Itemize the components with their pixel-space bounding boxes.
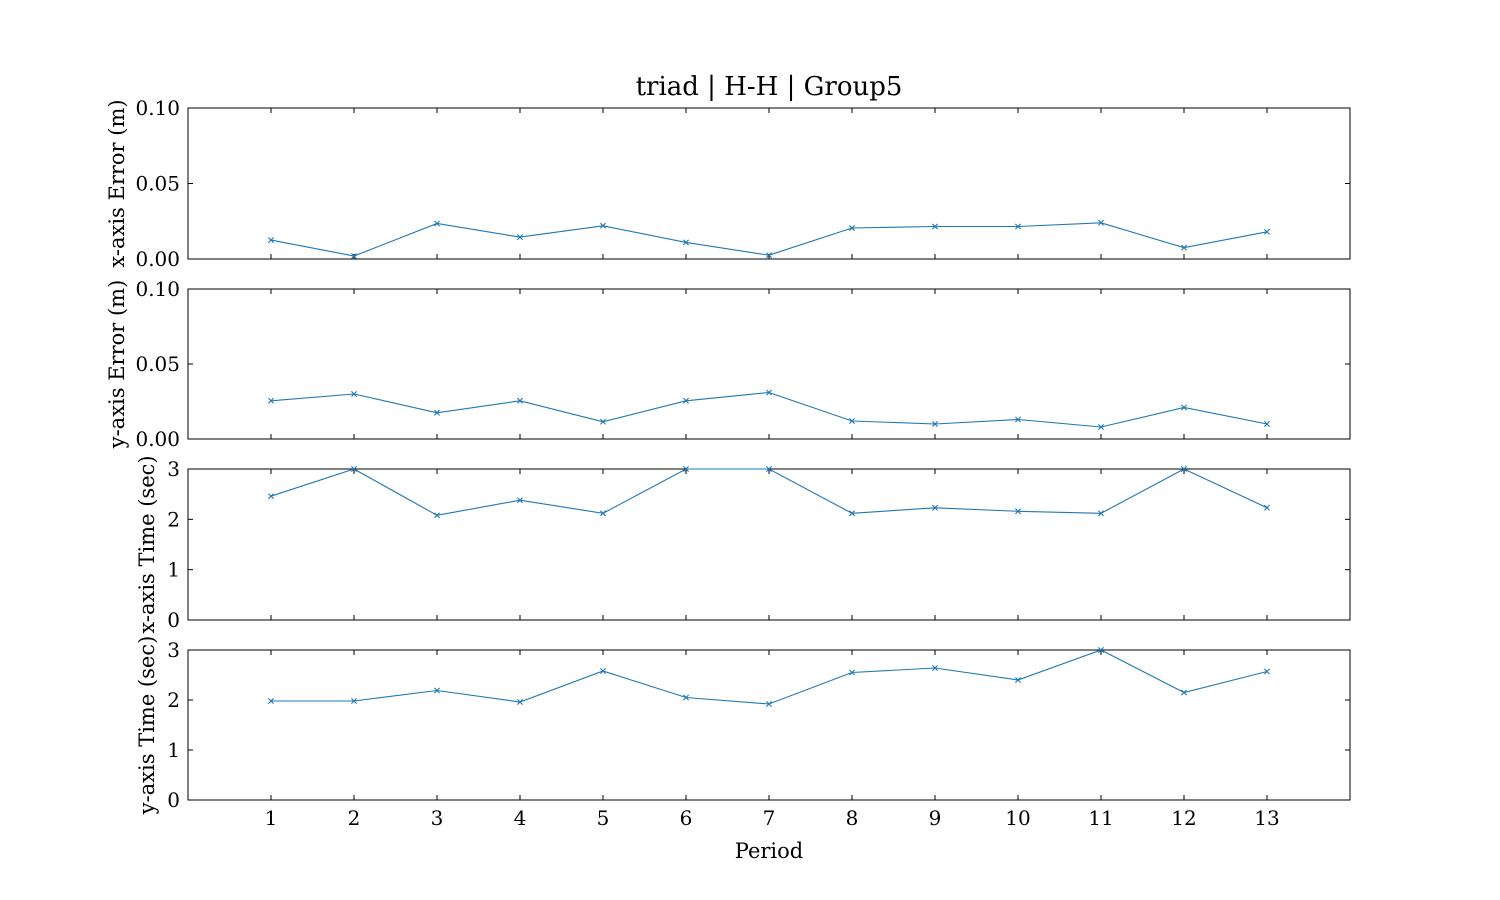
data-point xyxy=(1181,404,1187,411)
data-point xyxy=(351,391,357,397)
data-point xyxy=(1098,647,1104,653)
data-point xyxy=(351,252,357,259)
y-tick-label: 0.10 xyxy=(135,96,180,120)
data-point xyxy=(849,225,855,232)
y-tick-label: 0 xyxy=(167,788,180,812)
y-tick-label: 0.05 xyxy=(135,172,180,196)
data-point xyxy=(683,397,689,404)
data-point xyxy=(1264,504,1270,511)
subplot-stack: 0.000.050.10x-axis Error (m)0.000.050.10… xyxy=(105,96,1351,830)
x-tick-label: 3 xyxy=(431,806,444,830)
series-line xyxy=(271,649,1268,705)
plot-frame xyxy=(187,107,1351,260)
data-point xyxy=(1098,219,1104,226)
x-tick-label: 12 xyxy=(1171,806,1196,830)
x-tick-label: 4 xyxy=(514,806,527,830)
y-tick-label: 0.00 xyxy=(135,247,180,271)
data-point xyxy=(434,220,440,227)
data-point xyxy=(517,397,523,404)
data-point xyxy=(1098,424,1104,430)
data-point xyxy=(766,252,772,259)
data-point xyxy=(766,389,772,396)
x-tick-label: 2 xyxy=(348,806,361,830)
data-point xyxy=(268,397,274,404)
data-point xyxy=(517,497,523,504)
data-point xyxy=(268,698,274,704)
y-tick-label: 3 xyxy=(167,457,180,481)
subplot-2: 0.00 0.05 0.10y-axis Error (m) xyxy=(105,277,1351,451)
data-point xyxy=(1264,421,1270,427)
data-point xyxy=(1181,244,1187,251)
y-tick-label: 1 xyxy=(167,738,180,762)
data-point xyxy=(600,222,606,229)
data-point xyxy=(932,421,938,427)
y-tick-label: 3 xyxy=(167,638,180,662)
data-point xyxy=(849,418,855,424)
chart-title: triad | H-H | Group5 xyxy=(636,72,903,102)
data-point xyxy=(434,687,440,694)
data-point xyxy=(517,234,523,241)
plot-frame xyxy=(187,468,1351,621)
y-tick-label: 2 xyxy=(167,688,180,712)
y-axis-label: y-axis Time (sec) xyxy=(135,636,159,816)
data-point xyxy=(766,466,772,472)
data-point xyxy=(849,510,855,517)
data-point xyxy=(1098,510,1104,517)
data-point xyxy=(434,512,440,519)
data-point xyxy=(1015,223,1021,230)
data-point xyxy=(1264,668,1270,675)
y-tick-label: 1 xyxy=(167,558,180,582)
data-point xyxy=(1015,508,1021,515)
series-line xyxy=(270,222,1268,257)
x-tick-label: 13 xyxy=(1254,806,1279,830)
data-point xyxy=(268,493,274,500)
plot-frame xyxy=(187,288,1351,440)
series-line xyxy=(270,391,1268,428)
data-point xyxy=(1181,689,1187,696)
data-point xyxy=(683,694,689,701)
data-point xyxy=(932,504,938,511)
data-point xyxy=(600,510,606,517)
y-tick-label: 2 xyxy=(167,507,180,531)
y-tick-label: 0 xyxy=(167,608,180,632)
x-tick-label: 8 xyxy=(846,806,859,830)
data-point xyxy=(932,223,938,230)
x-tick-label: 7 xyxy=(763,806,776,830)
y-tick-label: 0.10 xyxy=(135,277,180,301)
data-point xyxy=(600,668,606,674)
x-axis-label: Period xyxy=(735,839,803,863)
x-tick-label: 11 xyxy=(1088,806,1113,830)
x-tick-label: 1 xyxy=(265,806,278,830)
data-point xyxy=(932,665,938,671)
y-tick-label: 0.00 xyxy=(135,427,180,451)
y-tick-label: 0.05 xyxy=(135,352,180,376)
y-axis-label: x-axis Error (m) xyxy=(105,99,129,267)
data-point xyxy=(1015,416,1021,423)
series-line xyxy=(270,468,1268,516)
x-tick-label: 9 xyxy=(929,806,942,830)
y-axis-label: y-axis Error (m) xyxy=(105,280,129,450)
x-tick-label: 6 xyxy=(680,806,693,830)
data-point xyxy=(434,409,440,416)
subplot-1: 0.00 0.05 0.10x-axis Error (m) xyxy=(105,96,1351,271)
x-tick-label: 10 xyxy=(1005,806,1030,830)
data-point xyxy=(683,239,689,246)
data-point xyxy=(1015,677,1021,683)
data-point xyxy=(351,466,357,472)
data-point xyxy=(351,698,357,704)
data-point xyxy=(766,701,772,707)
data-point xyxy=(268,237,274,244)
data-point xyxy=(1264,228,1270,235)
data-point xyxy=(600,418,606,425)
data-point xyxy=(517,699,523,705)
data-point xyxy=(849,669,855,676)
y-axis-label: x-axis Time (sec) xyxy=(135,455,159,633)
data-point xyxy=(683,466,689,472)
x-tick-label: 5 xyxy=(597,806,610,830)
plot-frame xyxy=(187,649,1351,801)
subplot-3: 0 1 2 3 x-axis Time (sec) xyxy=(135,455,1351,634)
data-point xyxy=(1181,466,1187,472)
